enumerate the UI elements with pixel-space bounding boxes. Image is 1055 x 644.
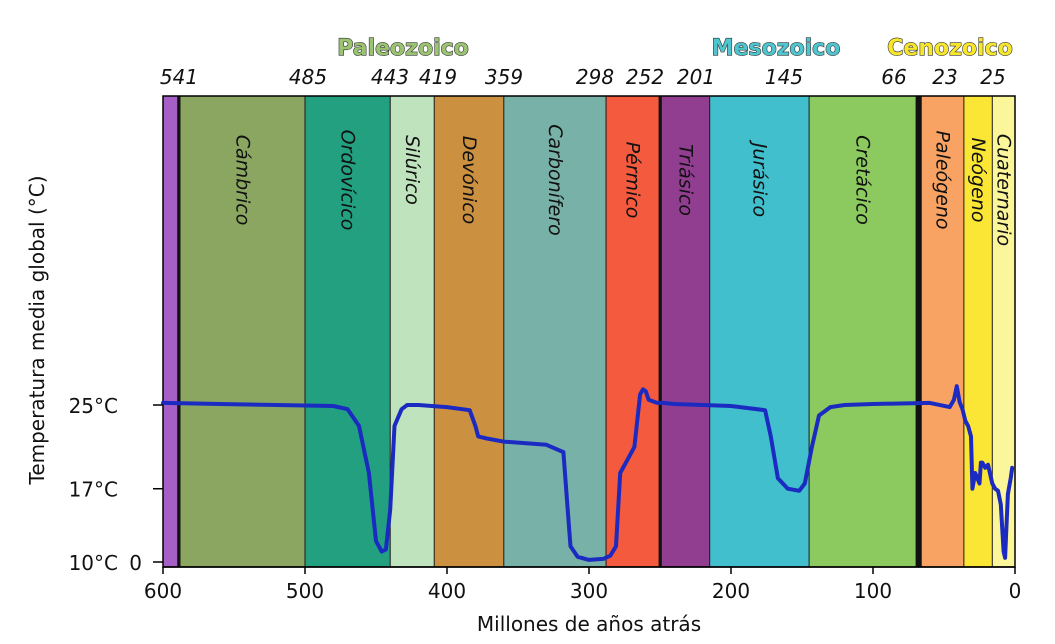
period-labels: Cámbrico Ordovícico Silúrico Devónico Carbon… xyxy=(232,124,1015,246)
boundary-tick-label: 443 xyxy=(371,65,409,89)
y-tick-label: 10°C xyxy=(69,551,118,575)
period-label: Silúrico xyxy=(401,135,423,205)
period-band xyxy=(390,96,435,567)
x-tick-label: 0 xyxy=(1009,579,1022,603)
boundary-tick-label: 145 xyxy=(765,65,803,89)
series-group xyxy=(161,384,1015,562)
y-axis-label: Temperatura media global (°C) xyxy=(25,175,49,485)
x-tick-label: 500 xyxy=(286,579,324,603)
era-label: Cenozoico xyxy=(887,36,1012,61)
period-band xyxy=(809,96,916,567)
period-label: Jurásico xyxy=(748,139,770,217)
period-label: Neógeno xyxy=(967,138,989,223)
period-label: Pérmico xyxy=(621,142,643,219)
boundary-tick-label: 485 xyxy=(289,65,327,89)
period-band xyxy=(305,96,391,567)
y-tick-label: 25°C xyxy=(69,394,118,418)
period-band xyxy=(992,96,1015,567)
era-label: Paleozoico xyxy=(337,36,469,61)
x-tick-label: 400 xyxy=(428,579,466,603)
period-label: Cuaternario xyxy=(993,134,1015,246)
period-label: Ordovícico xyxy=(337,130,359,231)
era-labels: Paleozoico Mesozoico Cenozoico xyxy=(337,35,1014,61)
boundary-tick-label: 359 xyxy=(485,65,523,89)
x-tick-label: 200 xyxy=(712,579,750,603)
x-axis-label: Millones de años atrás xyxy=(477,612,701,636)
y-tick-label: 17°C xyxy=(69,478,118,502)
period-label: Devónico xyxy=(458,136,480,225)
boundary-tick-label: 66 xyxy=(881,65,906,89)
boundary-tick-labels: 541 485 443 419 359 298 252 201 145 66 23 25 xyxy=(160,65,1006,89)
x-tick-label: 300 xyxy=(570,579,608,603)
period-label: Carbonífero xyxy=(544,124,566,236)
period-band xyxy=(434,96,504,567)
period-band xyxy=(606,96,659,567)
x-tick-label: 100 xyxy=(854,579,892,603)
period-band xyxy=(180,96,305,567)
boundary-tick-label: 23 xyxy=(932,65,957,89)
period-label: Cámbrico xyxy=(232,135,254,226)
period-label: Triásico xyxy=(675,144,697,216)
boundary-tick-label: 419 xyxy=(419,65,457,89)
period-bands xyxy=(163,96,1015,567)
x-tick-label: 600 xyxy=(144,579,182,603)
boundary-tick-label: 252 xyxy=(626,65,664,89)
period-band xyxy=(163,96,178,567)
y-zero-label: 0 xyxy=(129,551,142,575)
period-label: Paleógeno xyxy=(932,130,954,229)
boundary-tick-label: 25 xyxy=(980,65,1005,89)
axes: 600 500 400 300 200 100 0 25°C 17°C 10°C 0 xyxy=(69,394,1022,603)
period-band xyxy=(963,96,993,567)
period-band xyxy=(503,96,607,567)
period-band xyxy=(921,96,964,567)
period-label: Cretácico xyxy=(851,135,873,225)
boundary-tick-label: 201 xyxy=(677,65,715,89)
era-label: Mesozoico xyxy=(712,36,841,61)
boundary-tick-label: 541 xyxy=(160,65,198,89)
temperature-series-line xyxy=(161,384,1015,562)
period-band xyxy=(661,96,710,567)
boundary-tick-label: 298 xyxy=(576,65,614,89)
